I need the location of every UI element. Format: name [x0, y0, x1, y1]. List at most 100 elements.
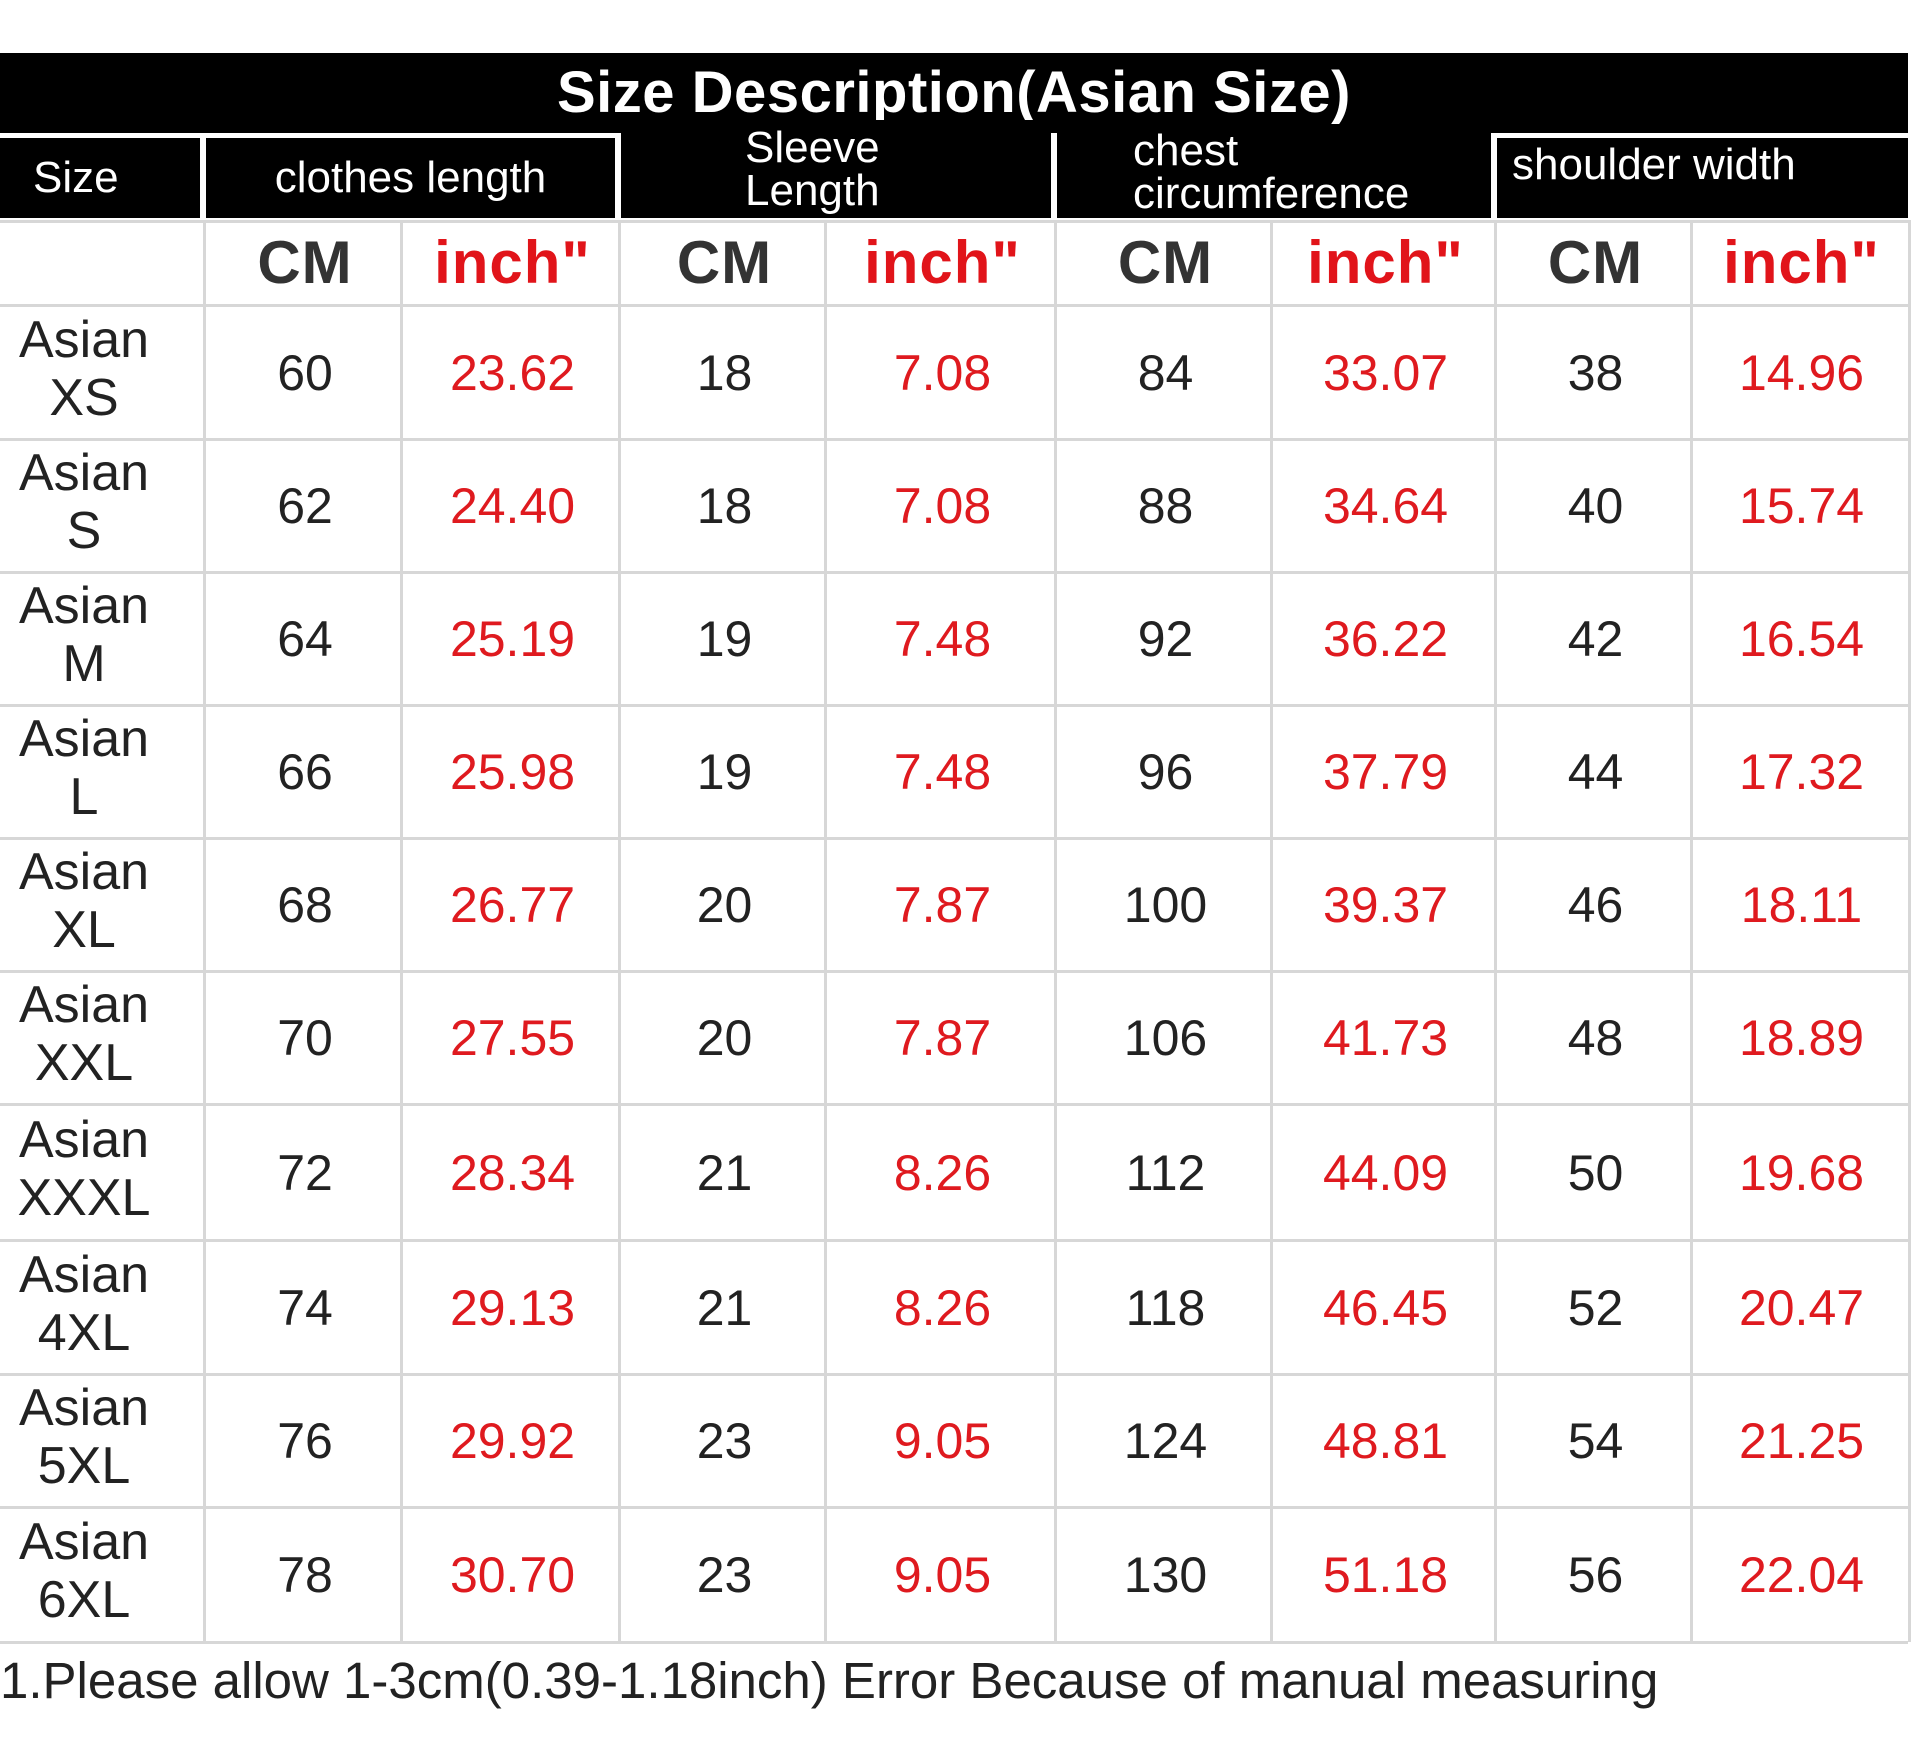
table-cell-clothes-cm: 70: [277, 1010, 333, 1066]
table-cell-chest-cm: 96: [1137, 744, 1194, 800]
table-cell-clothes-cm: 76: [277, 1413, 333, 1469]
header-sleeve-length: Sleeve Length: [621, 120, 1051, 218]
size-name: XXXL: [17, 1168, 151, 1227]
table-cell-clothes-cm: 78: [277, 1547, 333, 1603]
table-cell-sleeve-inch: 8.26: [893, 1144, 992, 1201]
grid-line: [618, 220, 621, 1642]
table-cell-sleeve-inch: 7.87: [893, 877, 992, 933]
grid-line: [0, 970, 1908, 973]
grid-line: [203, 220, 206, 1642]
table-cell-chest-inch: 34.64: [1322, 478, 1449, 534]
table-cell-sleeve-inch: 7.87: [893, 1010, 992, 1066]
unit-label-cm: CM: [1117, 229, 1214, 296]
table-cell-sleeve-cm: 18: [696, 478, 753, 534]
table-cell-shoulder-inch: 21.25: [1738, 1413, 1865, 1469]
table-cell-shoulder-cm: 54: [1567, 1413, 1624, 1469]
table-cell-sleeve-inch: 9.05: [893, 1413, 992, 1469]
table-cell-sleeve-inch: 7.08: [893, 478, 992, 534]
table-cell-clothes-cm: 64: [277, 611, 333, 667]
grid-line: [0, 220, 1908, 223]
table-cell-clothes-inch: 24.40: [449, 478, 576, 534]
table-cell-shoulder-cm: 40: [1567, 478, 1624, 534]
table-cell-shoulder-cm: 50: [1567, 1144, 1624, 1201]
table-cell-chest-cm: 106: [1123, 1010, 1208, 1066]
table-cell-clothes-inch: 23.62: [449, 344, 576, 401]
table-cell-clothes-inch: 25.19: [449, 611, 576, 667]
size-label-cell: Asian 6XL: [0, 1505, 168, 1637]
grid-line: [0, 571, 1908, 574]
header-chest-line1: chest: [1133, 126, 1239, 175]
table-cell-sleeve-inch: 8.26: [893, 1279, 992, 1336]
unit-label-inch: inch": [434, 229, 591, 296]
table-cell-sleeve-inch: 9.05: [893, 1547, 992, 1603]
size-label-cell: Asian XL: [0, 836, 168, 966]
table-cell-sleeve-inch: 7.48: [893, 611, 992, 667]
grid-line: [0, 438, 1908, 441]
size-label-cell: Asian L: [0, 703, 168, 833]
size-label-cell: Asian 5XL: [0, 1372, 168, 1502]
table-cell-chest-inch: 48.81: [1322, 1413, 1449, 1469]
grid-line: [0, 837, 1908, 840]
table-cell-clothes-inch: 30.70: [449, 1547, 576, 1603]
grid-line: [1054, 220, 1057, 1642]
table-cell-chest-cm: 130: [1123, 1547, 1208, 1603]
table-cell-chest-inch: 37.79: [1322, 744, 1449, 800]
table-cell-clothes-inch: 28.34: [449, 1144, 576, 1201]
table-cell-chest-cm: 124: [1123, 1413, 1208, 1469]
size-prefix: Asian: [18, 577, 150, 635]
table-cell-shoulder-cm: 56: [1567, 1547, 1624, 1603]
header-size: Size: [0, 138, 200, 218]
size-name: XS: [49, 368, 119, 427]
table-cell-sleeve-cm: 19: [696, 611, 753, 667]
table-cell-sleeve-cm: 20: [696, 1010, 753, 1066]
header-chest-circumference: chest circumference: [1057, 126, 1491, 218]
table-cell-clothes-cm: 62: [277, 478, 333, 534]
table-cell-shoulder-cm: 44: [1567, 744, 1624, 800]
table-cell-shoulder-inch: 16.54: [1738, 611, 1865, 667]
table-cell-chest-cm: 84: [1137, 344, 1194, 401]
size-prefix: Asian: [18, 310, 150, 369]
table-cell-chest-inch: 46.45: [1322, 1279, 1449, 1336]
size-prefix: Asian: [18, 444, 150, 502]
header-chest-line2: circumference: [1133, 169, 1410, 218]
size-prefix: Asian: [18, 1379, 150, 1437]
header-size-label: Size: [33, 153, 119, 202]
size-label-cell: Asian XS: [0, 303, 168, 434]
table-cell-sleeve-cm: 18: [696, 344, 753, 401]
table-cell-chest-cm: 118: [1125, 1279, 1206, 1336]
table-cell-shoulder-inch: 20.47: [1738, 1279, 1865, 1336]
grid-line: [400, 220, 403, 1642]
table-cell-sleeve-cm: 23: [696, 1547, 753, 1603]
table-cell-clothes-inch: 25.98: [449, 744, 576, 800]
table-cell-chest-cm: 88: [1137, 478, 1194, 534]
table-cell-chest-inch: 44.09: [1322, 1144, 1449, 1201]
table-cell-sleeve-cm: 21: [696, 1279, 753, 1336]
table-cell-shoulder-inch: 18.89: [1738, 1010, 1865, 1066]
table-cell-clothes-cm: 74: [277, 1279, 333, 1336]
grid-line: [1270, 220, 1273, 1642]
table-cell-chest-cm: 112: [1125, 1144, 1206, 1201]
table-cell-clothes-cm: 66: [277, 744, 333, 800]
size-label-cell: Asian M: [0, 570, 168, 700]
table-cell-shoulder-inch: 18.11: [1740, 877, 1863, 933]
table-cell-sleeve-cm: 19: [696, 744, 753, 800]
table-cell-clothes-cm: 60: [277, 344, 333, 401]
grid-line: [0, 1506, 1908, 1509]
table-cell-shoulder-inch: 19.68: [1738, 1144, 1865, 1201]
size-name: 5XL: [37, 1437, 131, 1495]
table-cell-shoulder-inch: 22.04: [1738, 1547, 1865, 1603]
table-cell-chest-inch: 36.22: [1322, 611, 1449, 667]
unit-label-inch: inch": [864, 229, 1021, 296]
grid-line: [0, 304, 1908, 307]
size-label-cell: Asian XXXL: [0, 1102, 168, 1235]
header-sleeve-line2: Length: [745, 166, 880, 215]
table-cell-sleeve-cm: 23: [696, 1413, 753, 1469]
grid-line: [824, 220, 827, 1642]
table-cell-shoulder-cm: 52: [1567, 1279, 1624, 1336]
header-shoulder-width-label: shoulder width: [1512, 140, 1796, 189]
unit-label-cm: CM: [257, 229, 353, 296]
size-prefix: Asian: [18, 710, 150, 768]
grid-line: [1494, 220, 1497, 1642]
table-cell-chest-cm: 92: [1137, 611, 1194, 667]
